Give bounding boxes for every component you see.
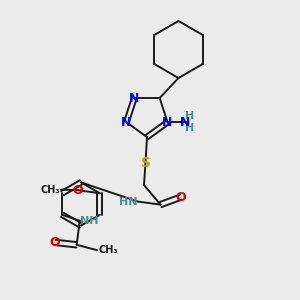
Text: N: N: [129, 92, 140, 104]
Text: O: O: [73, 184, 83, 197]
Text: N: N: [121, 116, 132, 129]
Text: CH₃: CH₃: [40, 184, 60, 195]
Text: CH₃: CH₃: [99, 245, 118, 255]
Text: H: H: [185, 111, 194, 121]
Text: N: N: [162, 116, 173, 129]
Text: S: S: [140, 156, 151, 170]
Text: HN: HN: [119, 196, 138, 207]
Text: NH: NH: [80, 216, 98, 226]
Text: O: O: [176, 190, 186, 204]
Text: H: H: [185, 123, 194, 133]
Text: N: N: [180, 116, 191, 129]
Text: O: O: [50, 236, 60, 249]
